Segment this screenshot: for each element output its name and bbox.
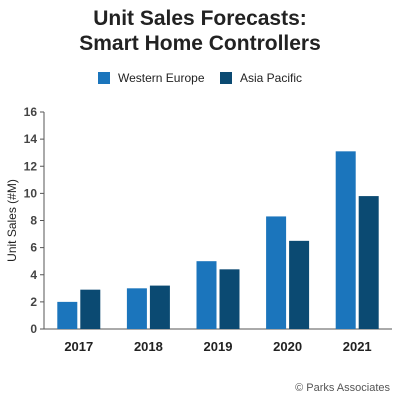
legend-item-asia-pacific: Asia Pacific [220,70,302,86]
chart-title-line-1: Unit Sales Forecasts: [93,7,307,30]
x-tick-label-2019: 2019 [204,339,233,354]
y-tick-label: 2 [30,295,37,309]
x-tick-label-2017: 2017 [64,339,93,354]
bar-western-europe-2019 [196,261,217,329]
bar-asia-pacific-2020 [289,240,310,329]
chart-legend: Western Europe Asia Pacific [0,70,400,86]
chart-title: Unit Sales Forecasts: Smart Home Control… [0,6,400,56]
y-tick-label: 16 [24,105,38,119]
x-tick-label-2021: 2021 [343,339,372,354]
y-tick-label: 10 [24,186,38,200]
bar-western-europe-2020 [266,216,287,329]
bar-western-europe-2021 [335,151,356,329]
legend-swatch-asia-pacific [220,72,232,84]
bar-asia-pacific-2021 [358,196,379,329]
y-axis-title: Unit Sales (#M) [5,179,19,262]
y-tick-label: 12 [24,159,38,173]
x-tick-label-2020: 2020 [273,339,302,354]
bar-western-europe-2018 [126,288,147,329]
copyright-credit: © Parks Associates [295,382,390,394]
bar-asia-pacific-2018 [149,285,170,329]
legend-label-western-europe: Western Europe [118,71,205,85]
y-tick-label: 6 [30,241,37,255]
y-tick-label: 8 [30,214,37,228]
y-tick-label: 0 [30,322,37,336]
bar-asia-pacific-2017 [80,289,101,329]
legend-swatch-western-europe [98,72,110,84]
legend-label-asia-pacific: Asia Pacific [240,71,303,85]
bar-asia-pacific-2019 [219,269,240,329]
x-tick-label-2018: 2018 [134,339,163,354]
chart-title-line-2: Smart Home Controllers [79,32,321,55]
bar-western-europe-2017 [57,301,78,329]
legend-item-western-europe: Western Europe [98,70,205,86]
y-tick-label: 4 [30,268,37,282]
y-tick-label: 14 [24,132,38,146]
